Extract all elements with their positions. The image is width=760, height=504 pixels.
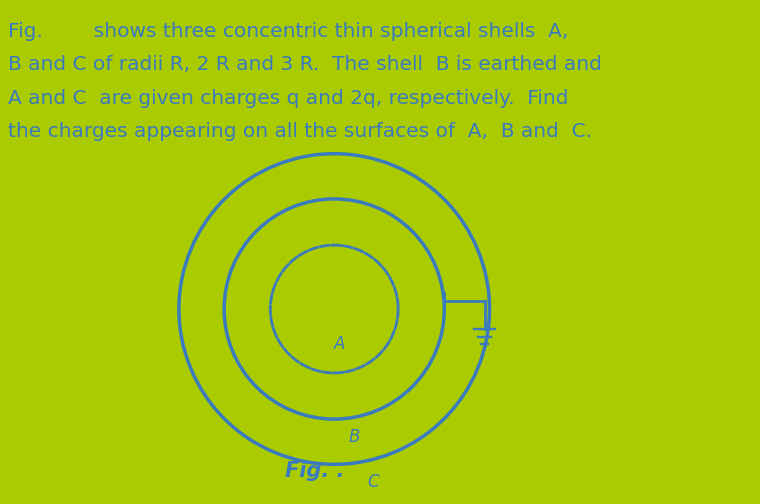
Text: B: B bbox=[348, 428, 359, 446]
Text: C: C bbox=[368, 473, 379, 491]
Text: Fig.        shows three concentric thin spherical shells  A,: Fig. shows three concentric thin spheric… bbox=[8, 22, 568, 41]
Text: A and C  are given charges q and 2q, respectively.  Find: A and C are given charges q and 2q, resp… bbox=[8, 89, 568, 108]
Text: B and C of radii R, 2 R and 3 R.  The shell  B is earthed and: B and C of radii R, 2 R and 3 R. The she… bbox=[8, 55, 602, 75]
Text: Fig. .: Fig. . bbox=[285, 461, 344, 481]
Text: the charges appearing on all the surfaces of  A,  B and  C.: the charges appearing on all the surface… bbox=[8, 122, 592, 141]
Text: A: A bbox=[334, 335, 345, 353]
